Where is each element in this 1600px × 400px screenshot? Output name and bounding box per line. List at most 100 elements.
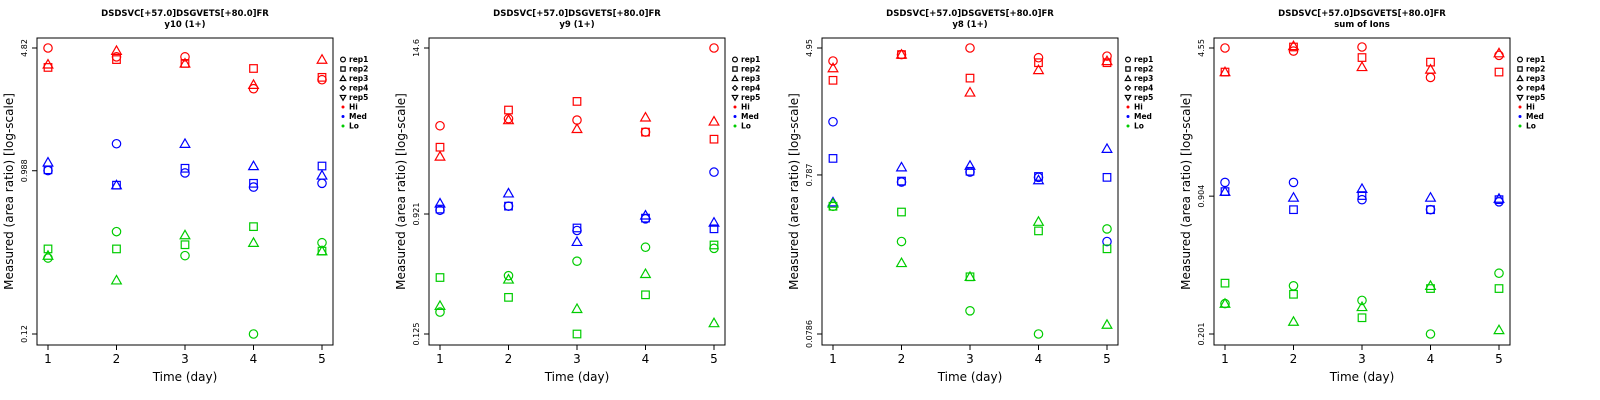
data-point-med-rep2 (504, 201, 513, 211)
data-point-lo-rep1 (965, 305, 975, 316)
x-tick-label: 3 (181, 352, 189, 366)
data-point-lo-rep2 (897, 207, 906, 217)
data-point-med-rep2 (965, 166, 975, 176)
data-point-med-rep3 (247, 159, 260, 171)
data-point-lo-rep2 (249, 222, 258, 232)
data-point-med-rep1 (1425, 204, 1436, 215)
data-point-med-rep2 (828, 154, 838, 163)
data-point-hi-rep3 (1032, 63, 1045, 75)
data-point-med-rep3 (1424, 191, 1437, 202)
data-point-med-rep2 (709, 224, 719, 234)
legend-label-rep4: rep4 (349, 84, 368, 93)
data-point-med-rep3 (1101, 142, 1113, 153)
data-point-med-rep2 (1102, 172, 1112, 182)
data-point-lo-rep2 (572, 329, 582, 339)
legend-label-rep3: rep3 (741, 74, 760, 83)
data-point-hi-rep3 (1101, 54, 1113, 66)
y-tick-label: 0.904 (1197, 185, 1206, 208)
data-point-hi-rep3 (964, 86, 976, 97)
x-axis-label: Time (day) (1329, 370, 1395, 384)
data-point-hi-rep3 (179, 57, 191, 68)
data-point-hi-rep1 (1357, 42, 1367, 52)
x-tick-label: 5 (710, 352, 718, 366)
data-point-hi-rep3 (895, 48, 908, 59)
data-point-lo-rep3 (42, 249, 54, 260)
data-point-lo-rep3 (571, 302, 583, 314)
data-point-lo-rep1 (1494, 268, 1504, 279)
data-point-lo-rep2 (1357, 313, 1367, 323)
data-point-lo-rep2 (435, 273, 445, 282)
data-point-hi-rep1 (640, 127, 651, 137)
legend-symbol-rep2 (340, 66, 346, 72)
x-tick-label: 4 (1035, 352, 1043, 366)
x-tick-label: 2 (1290, 352, 1298, 366)
data-point-lo-rep3 (179, 229, 191, 240)
x-axis-label: Time (day) (152, 370, 218, 384)
data-point-lo-rep1 (1102, 224, 1112, 234)
data-point-hi-rep2 (572, 97, 582, 106)
data-point-med-rep1 (828, 116, 838, 127)
data-point-hi-rep1 (1425, 72, 1436, 83)
legend-symbol-rep1 (731, 56, 738, 63)
data-point-lo-rep2 (1102, 244, 1112, 254)
data-point-med-rep1 (111, 138, 122, 149)
data-point-lo-rep3 (1493, 323, 1505, 335)
data-point-lo-rep1 (180, 250, 190, 261)
data-point-lo-rep3 (964, 270, 976, 282)
data-point-med-rep1 (709, 167, 719, 177)
legend-label-rep2: rep2 (1134, 65, 1153, 74)
legend-symbol-rep1 (1124, 56, 1131, 63)
data-point-med-rep2 (317, 161, 327, 171)
data-point-med-rep3 (827, 196, 839, 207)
data-point-lo-rep1 (1425, 329, 1436, 339)
legend-symbol-rep5 (339, 94, 347, 102)
data-point-hi-rep3 (1424, 63, 1437, 74)
chart-title: DSDSVC[+57.0]DSGVETS[+80.0]FR (493, 9, 661, 19)
data-point-med-rep3 (110, 179, 123, 190)
data-point-lo-rep3 (895, 256, 908, 268)
legend-dot-lo (733, 124, 737, 128)
data-point-hi-rep2 (317, 72, 327, 82)
data-point-lo-rep2 (1220, 278, 1230, 288)
legend-label-rep5: rep5 (1526, 93, 1545, 102)
x-tick-label: 4 (642, 352, 650, 366)
legend-label-rep3: rep3 (349, 74, 368, 83)
data-point-hi-rep2 (709, 134, 719, 144)
data-point-med-rep2 (1289, 205, 1298, 215)
data-point-lo-rep3 (434, 299, 446, 310)
x-tick-label: 1 (436, 352, 444, 366)
legend-dot-med (341, 115, 345, 118)
data-point-hi-rep2 (504, 105, 513, 115)
data-point-hi-rep3 (827, 62, 839, 73)
data-point-med-rep1 (180, 168, 190, 178)
legend-label-rep1: rep1 (741, 55, 760, 64)
data-point-med-rep3 (571, 235, 583, 247)
data-point-hi-rep3 (316, 53, 328, 64)
legend-symbol-rep1 (340, 56, 347, 63)
x-tick-label: 4 (1427, 352, 1435, 366)
data-point-hi-rep2 (1494, 67, 1504, 77)
data-point-hi-rep1 (828, 56, 838, 66)
y-tick-label: 0.787 (805, 163, 814, 186)
data-point-lo-rep2 (709, 240, 719, 250)
plot-frame (428, 37, 726, 346)
legend-label-hi: Hi (741, 103, 750, 112)
legend-dot-med (1518, 115, 1522, 118)
legend-label-med: Med (1526, 112, 1544, 121)
data-point-med-rep1 (1288, 177, 1299, 188)
data-point-lo-rep2 (504, 292, 513, 302)
data-point-hi-rep2 (641, 127, 650, 137)
chart-title: DSDSVC[+57.0]DSGVETS[+80.0]FR (1278, 9, 1446, 19)
x-tick-label: 3 (573, 352, 581, 366)
chart-subtitle: y10 (1+) (164, 20, 205, 30)
data-point-hi-rep3 (1219, 66, 1231, 77)
legend-symbol-rep2 (1517, 66, 1523, 72)
legend-label-med: Med (349, 112, 367, 121)
y-tick-label: 0.921 (412, 203, 421, 226)
data-point-med-rep1 (317, 178, 327, 189)
x-tick-label: 2 (505, 352, 513, 366)
y-axis-label: Measured (area ratio) [log-scale] (394, 93, 408, 290)
x-tick-label: 3 (1358, 352, 1366, 366)
data-point-med-rep1 (1102, 236, 1112, 247)
data-point-lo-rep3 (1032, 215, 1045, 226)
